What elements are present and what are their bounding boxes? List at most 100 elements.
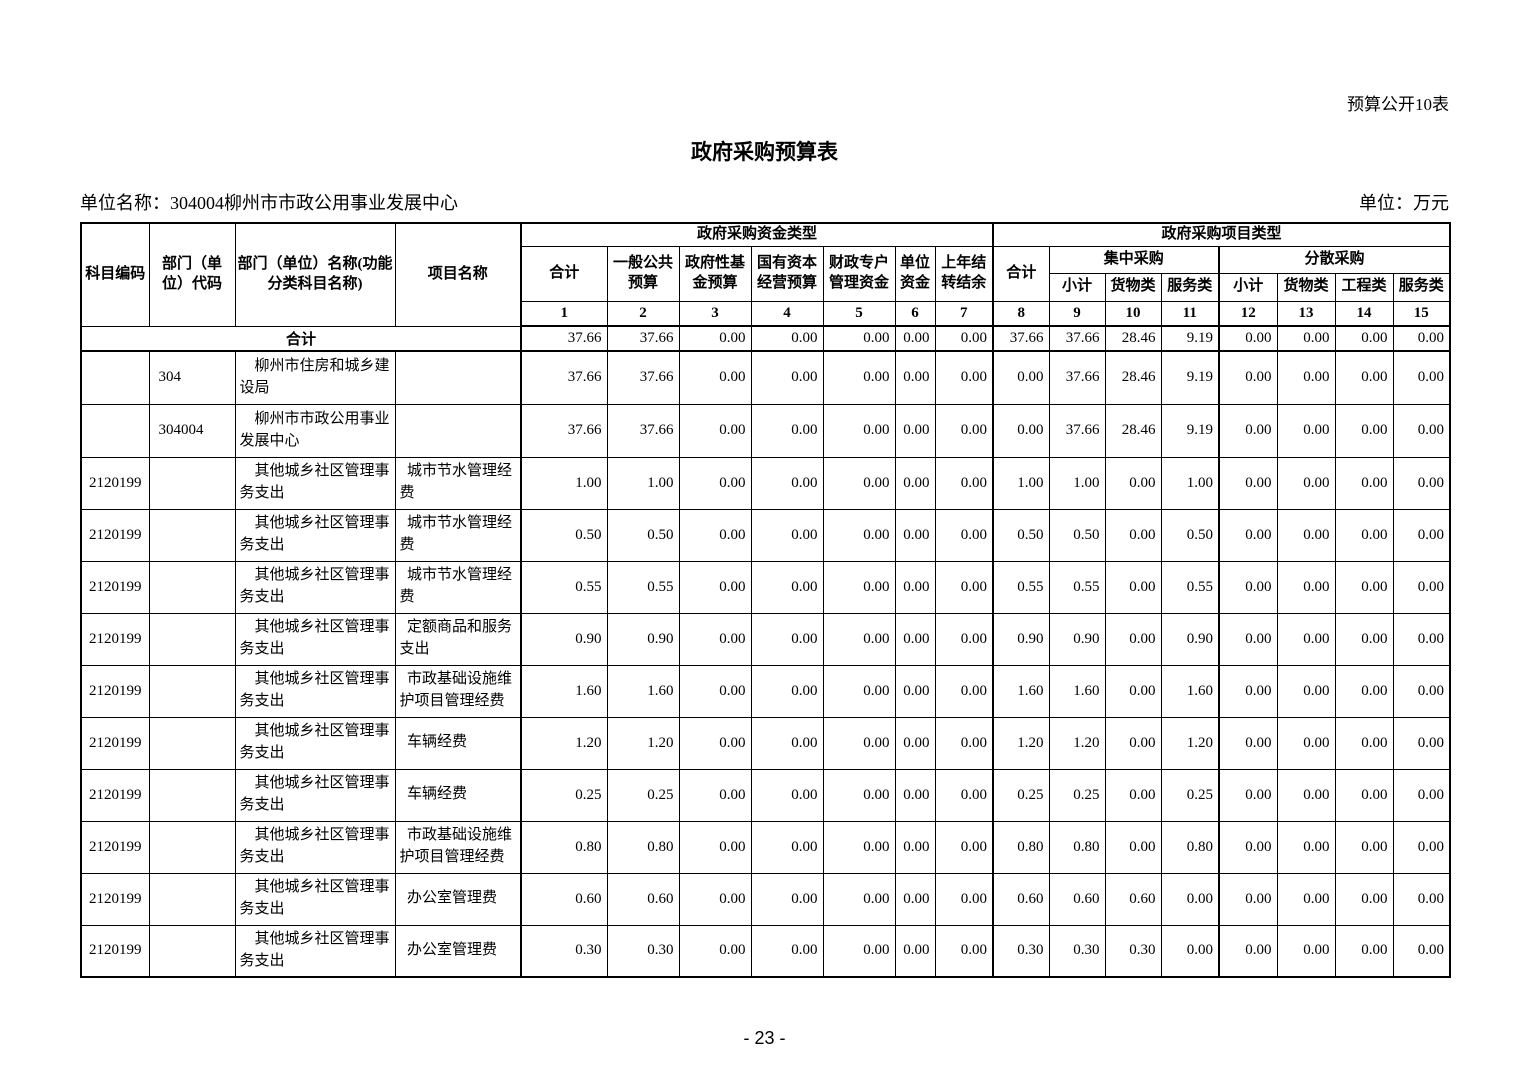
header-project-name: 项目名称 xyxy=(394,222,522,327)
cell-value-col-3: 0.00 xyxy=(678,924,752,978)
cell-value-col-14: 0.00 xyxy=(1334,820,1394,874)
cell-value-col-5: 0.00 xyxy=(822,560,896,614)
cell-subject-code: 2120199 xyxy=(80,664,150,718)
cell-dept-name: 其他城乡社区管理事务支出 xyxy=(234,560,396,614)
header-col-index-11: 11 xyxy=(1160,300,1220,327)
cell-value-col-3: 0.00 xyxy=(678,612,752,666)
cell-value-col-4: 0.00 xyxy=(750,716,824,770)
cell-value-col-13: 0.00 xyxy=(1276,820,1336,874)
header-fund-unit: 单位资金 xyxy=(894,245,936,302)
cell-dept-name: 其他城乡社区管理事务支出 xyxy=(234,924,396,978)
cell-value-col-1: 37.66 xyxy=(520,325,608,352)
table-row: 2120199 其他城乡社区管理事务支出 办公室管理费 0.30 0.30 0.00 0.0… xyxy=(80,924,1451,978)
cell-value-col-13: 0.00 xyxy=(1276,768,1336,822)
cell-value-col-15: 0.00 xyxy=(1392,872,1451,926)
cell-value-col-2: 37.66 xyxy=(606,403,680,458)
cell-value-col-9: 0.25 xyxy=(1048,768,1106,822)
cell-value-col-8: 0.00 xyxy=(992,403,1050,458)
cell-dept-code: 304004 xyxy=(148,403,236,458)
cell-value-col-15: 0.00 xyxy=(1392,456,1451,510)
cell-value-col-9: 0.60 xyxy=(1048,872,1106,926)
header-fund-group: 政府采购资金类型 xyxy=(519,222,994,247)
header-col-index-2: 2 xyxy=(606,300,680,327)
header-col-index-12: 12 xyxy=(1218,300,1278,327)
cell-value-col-5: 0.00 xyxy=(822,872,896,926)
cell-subject-code: 2120199 xyxy=(80,924,150,978)
header-col-index-10: 10 xyxy=(1104,300,1162,327)
cell-value-col-2: 0.60 xyxy=(606,872,680,926)
cell-value-col-12: 0.00 xyxy=(1218,456,1278,510)
table-row: 2120199 其他城乡社区管理事务支出 车辆经费 0.25 0.25 0.00 0.00 0… xyxy=(80,768,1451,822)
cell-value-col-4: 0.00 xyxy=(750,768,824,822)
total-row: 合计 37.66 37.66 0.00 0.00 0.00 0.00 0.00 37.66 37.… xyxy=(80,325,1451,352)
cell-value-col-9: 37.66 xyxy=(1048,403,1106,458)
cell-value-col-3: 0.00 xyxy=(678,325,752,352)
cell-value-col-7: 0.00 xyxy=(934,820,994,874)
cell-value-col-12: 0.00 xyxy=(1218,872,1278,926)
cell-value-col-10: 0.00 xyxy=(1104,508,1162,562)
cell-value-col-10: 0.00 xyxy=(1104,716,1162,770)
cell-dept-name: 其他城乡社区管理事务支出 xyxy=(234,508,396,562)
header-centralized-group: 集中采购 xyxy=(1048,245,1220,274)
cell-value-col-11: 9.19 xyxy=(1160,403,1220,458)
procurement-budget-table: 科目编码 部门（单位）代码 部门（单位）名称(功能分类科目名称) 项目名称 政府… xyxy=(80,222,1452,978)
cell-value-col-4: 0.00 xyxy=(750,820,824,874)
cell-value-col-4: 0.00 xyxy=(750,924,824,978)
cell-dept-code xyxy=(148,924,236,978)
cell-value-col-11: 1.60 xyxy=(1160,664,1220,718)
cell-value-col-1: 0.60 xyxy=(520,872,608,926)
cell-project-name: 市政基础设施维护项目管理经费 xyxy=(394,664,522,718)
cell-dept-code: 304 xyxy=(148,350,236,405)
cell-value-col-4: 0.00 xyxy=(750,560,824,614)
cell-value-col-14: 0.00 xyxy=(1334,456,1394,510)
cell-subject-code: 2120199 xyxy=(80,820,150,874)
cell-value-col-9: 1.20 xyxy=(1048,716,1106,770)
cell-value-col-13: 0.00 xyxy=(1276,664,1336,718)
cell-value-col-14: 0.00 xyxy=(1334,508,1394,562)
header-type-group: 政府采购项目类型 xyxy=(992,222,1451,247)
cell-dept-name: 其他城乡社区管理事务支出 xyxy=(234,872,396,926)
cell-value-col-15: 0.00 xyxy=(1392,716,1451,770)
cell-dept-name: 其他城乡社区管理事务支出 xyxy=(234,768,396,822)
cell-value-col-14: 0.00 xyxy=(1334,716,1394,770)
cell-value-col-15: 0.00 xyxy=(1392,820,1451,874)
cell-value-col-7: 0.00 xyxy=(934,508,994,562)
cell-value-col-12: 0.00 xyxy=(1218,716,1278,770)
cell-subject-code: 2120199 xyxy=(80,872,150,926)
cell-value-col-2: 0.50 xyxy=(606,508,680,562)
cell-value-col-5: 0.00 xyxy=(822,612,896,666)
header-col-index-9: 9 xyxy=(1048,300,1106,327)
table-row: 2120199 其他城乡社区管理事务支出 市政基础设施维护项目管理经费 0.80 0.8… xyxy=(80,820,1451,874)
cell-value-col-10: 0.00 xyxy=(1104,820,1162,874)
cell-value-col-6: 0.00 xyxy=(894,560,936,614)
cell-value-col-6: 0.00 xyxy=(894,768,936,822)
cell-value-col-1: 0.50 xyxy=(520,508,608,562)
cell-subject-code: 2120199 xyxy=(80,716,150,770)
cell-value-col-6: 0.00 xyxy=(894,664,936,718)
cell-dept-code xyxy=(148,872,236,926)
table-row: 2120199 其他城乡社区管理事务支出 定额商品和服务支出 0.90 0.90 0.00… xyxy=(80,612,1451,666)
cell-value-col-14: 0.00 xyxy=(1334,560,1394,614)
cell-value-col-10: 0.00 xyxy=(1104,560,1162,614)
cell-value-col-11: 0.50 xyxy=(1160,508,1220,562)
cell-value-col-13: 0.00 xyxy=(1276,508,1336,562)
cell-value-col-2: 37.66 xyxy=(606,350,680,405)
cell-value-col-10: 0.00 xyxy=(1104,664,1162,718)
cell-value-col-1: 1.00 xyxy=(520,456,608,510)
cell-value-col-3: 0.00 xyxy=(678,350,752,405)
cell-project-name xyxy=(394,403,522,458)
cell-value-col-11: 9.19 xyxy=(1160,325,1220,352)
cell-subject-code: 2120199 xyxy=(80,456,150,510)
cell-dept-code xyxy=(148,508,236,562)
cell-value-col-4: 0.00 xyxy=(750,664,824,718)
cell-value-col-1: 0.25 xyxy=(520,768,608,822)
cell-dept-name: 其他城乡社区管理事务支出 xyxy=(234,456,396,510)
cell-dept-name: 其他城乡社区管理事务支出 xyxy=(234,820,396,874)
cell-value-col-1: 0.80 xyxy=(520,820,608,874)
total-row-label: 合计 xyxy=(80,325,522,352)
cell-value-col-14: 0.00 xyxy=(1334,325,1394,352)
cell-value-col-11: 0.00 xyxy=(1160,872,1220,926)
cell-value-col-8: 0.60 xyxy=(992,872,1050,926)
header-col-index-8: 8 xyxy=(992,300,1050,327)
cell-project-name: 办公室管理费 xyxy=(394,924,522,978)
